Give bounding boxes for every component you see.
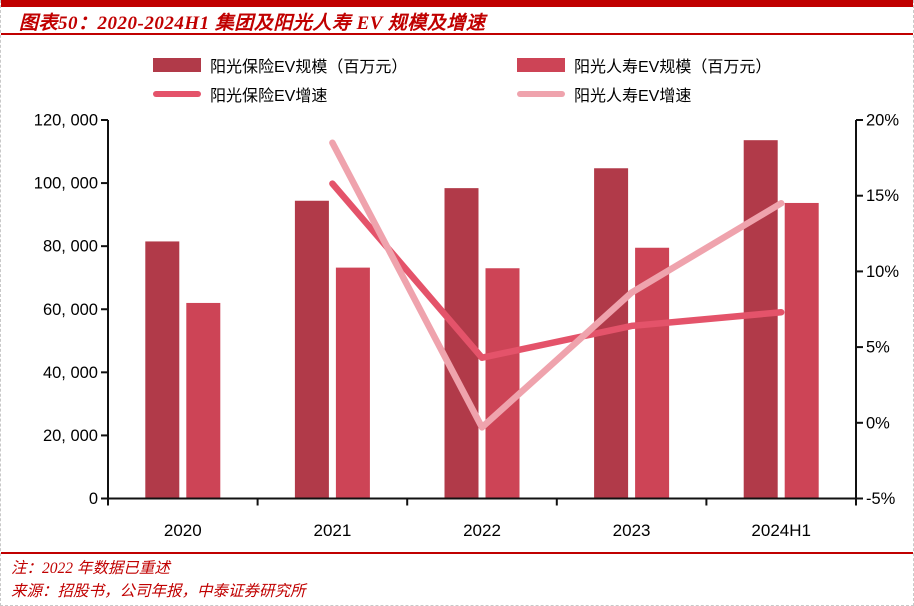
legend-item-group-ev: 阳光保险EV规模（百万元） (153, 57, 407, 76)
bar-0-2020 (145, 241, 180, 499)
x-axis-label-2022: 2022 (463, 521, 501, 540)
legend-bar-swatch (153, 58, 201, 72)
legend-bar-swatch (517, 58, 565, 72)
title-divider (1, 33, 913, 35)
left-axis-label: 120, 000 (34, 112, 98, 130)
x-axis-label-2024H1: 2024H1 (751, 521, 811, 540)
left-axis-label: 80, 000 (43, 238, 98, 256)
legend-label: 阳光人寿EV增速 (574, 88, 692, 105)
chart-source: 来源：招股书，公司年报，中泰证券研究所 (11, 583, 306, 600)
legend-line-swatch (517, 91, 565, 97)
left-axis-label: 20, 000 (43, 427, 98, 445)
top-accent-bar (1, 0, 913, 7)
legend-label: 阳光保险EV规模（百万元） (210, 59, 408, 76)
x-axis-label-2020: 2020 (164, 521, 202, 540)
right-axis-label: 20% (866, 112, 899, 130)
legend-line-swatch (153, 91, 201, 97)
legend-item-life-ev: 阳光人寿EV规模（百万元） (517, 57, 771, 76)
right-axis-label: 15% (866, 187, 899, 205)
x-axis-label-2021: 2021 (313, 521, 351, 540)
bar-1-2023 (635, 247, 670, 499)
bar-0-2023 (594, 168, 629, 499)
growth-line-0 (329, 180, 785, 361)
x-axis-label-2023: 2023 (613, 521, 651, 540)
notes-divider (1, 552, 913, 554)
left-axis-label: 100, 000 (34, 175, 98, 193)
right-axis-label: 5% (866, 339, 890, 357)
bar-0-2021 (294, 200, 329, 499)
left-axis-label: 60, 000 (43, 301, 98, 319)
bar-0-2024H1 (743, 140, 778, 499)
legend-item-life-growth: 阳光人寿EV增速 (517, 86, 691, 105)
legend-label: 阳光保险EV增速 (210, 88, 328, 105)
right-axis-label: 10% (866, 263, 899, 281)
bar-1-2022 (485, 268, 520, 499)
bar-1-2020 (186, 302, 221, 499)
left-axis-label: 40, 000 (43, 364, 98, 382)
left-axis-label: 0 (89, 490, 98, 508)
growth-line-1 (329, 139, 785, 431)
bar-1-2024H1 (784, 202, 819, 499)
bar-1-2021 (335, 267, 370, 499)
legend-label: 阳光人寿EV规模（百万元） (574, 59, 772, 76)
right-axis-label: 0% (866, 414, 890, 432)
bar-0-2022 (444, 188, 479, 499)
chart-note: 注：2022 年数据已重述 (11, 560, 170, 577)
chart-title: 图表50：2020-2024H1 集团及阳光人寿 EV 规模及增速 (19, 13, 486, 34)
right-axis-label: -5% (866, 490, 896, 508)
legend-item-group-growth: 阳光保险EV增速 (153, 86, 327, 105)
